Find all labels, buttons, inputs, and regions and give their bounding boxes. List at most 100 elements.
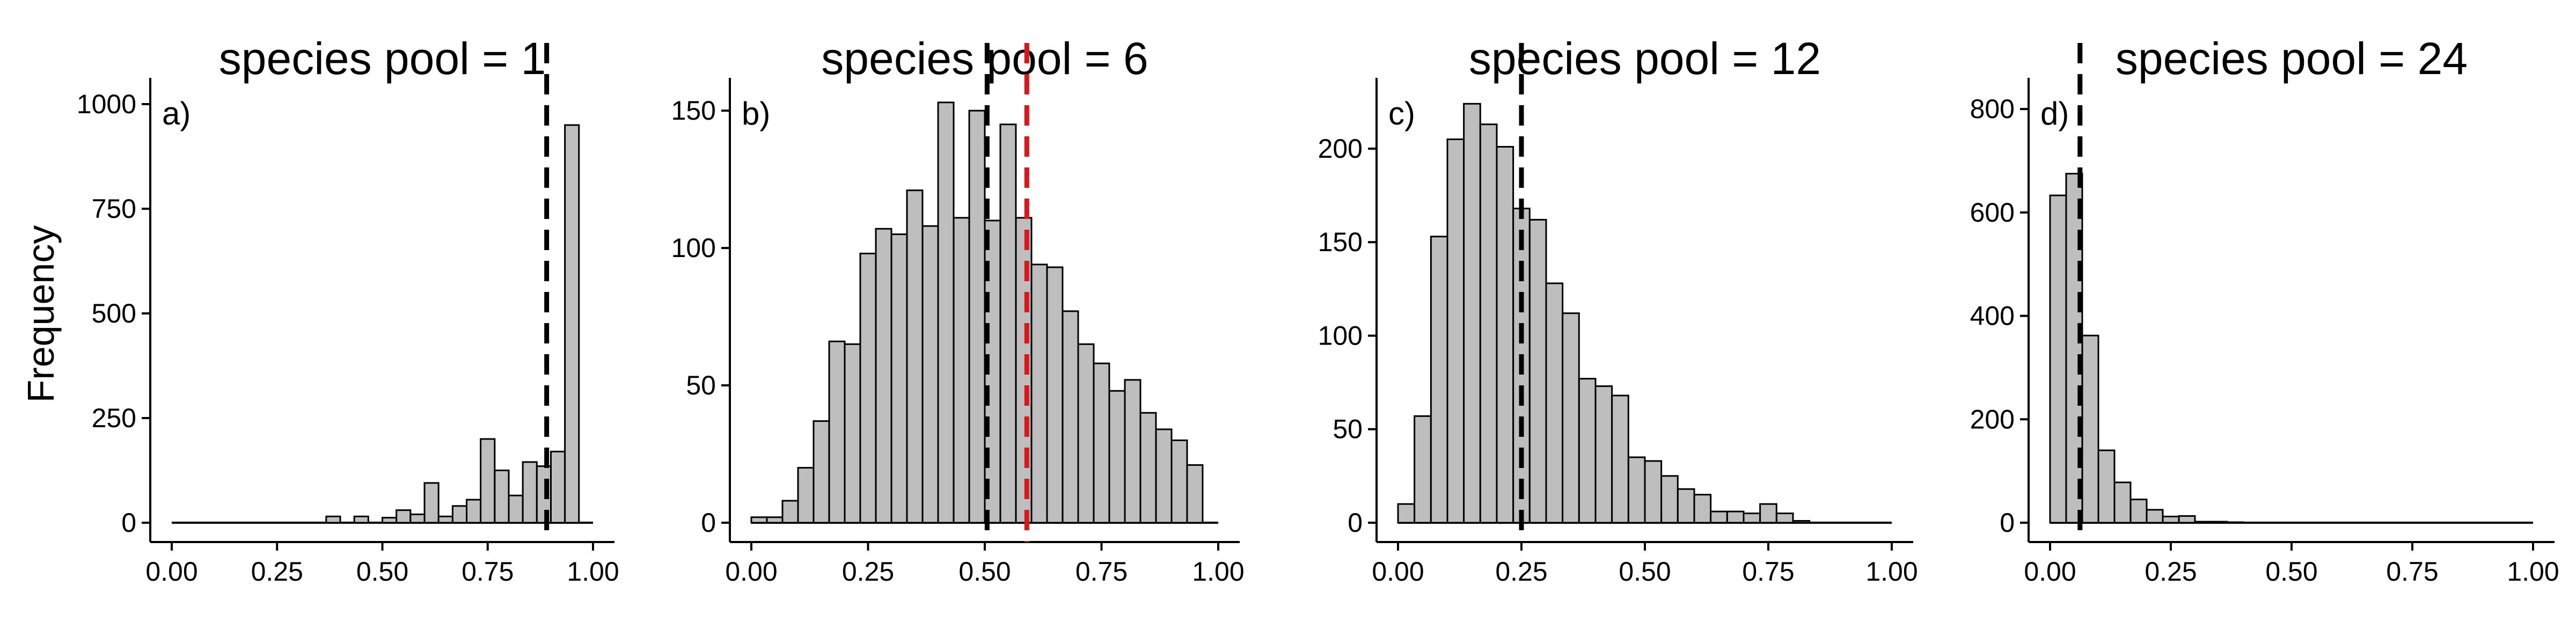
x-tick-label: 0.00 bbox=[725, 557, 777, 587]
y-tick-label: 250 bbox=[92, 403, 136, 433]
histogram-bar bbox=[1710, 510, 1728, 524]
panel-title: species pool = 24 bbox=[2116, 33, 2468, 84]
histogram-bar bbox=[1046, 266, 1064, 524]
histogram-bar bbox=[564, 124, 580, 524]
panel-title: species pool = 1 bbox=[219, 33, 546, 84]
y-tick-label: 200 bbox=[1970, 404, 2015, 434]
y-axis-label: Frequency bbox=[20, 225, 62, 403]
histogram-bar bbox=[409, 513, 426, 524]
histogram-bar bbox=[396, 509, 412, 524]
histogram-bar bbox=[937, 101, 955, 524]
y-tick-label: 0 bbox=[701, 508, 716, 538]
histogram-bar bbox=[890, 233, 908, 524]
panel-label: d) bbox=[2040, 96, 2069, 131]
y-tick-label: 200 bbox=[1318, 134, 1363, 164]
y-tick-label: 150 bbox=[1318, 227, 1363, 257]
histogram-bar bbox=[1430, 236, 1448, 524]
panel-3: species pool = 12 c) 0 50 100 150 200 0.00 0.25 0… bbox=[1318, 33, 1918, 587]
panel-label: c) bbox=[1388, 96, 1415, 131]
histogram-bar bbox=[2129, 499, 2148, 524]
histogram-bar bbox=[1030, 264, 1048, 524]
panel-1: species pool = 1 a) 0 250 500 750 1000 0.00 0.25… bbox=[77, 33, 619, 587]
y-tick-label: 0 bbox=[2000, 508, 2015, 538]
histogram-bar bbox=[1062, 310, 1079, 524]
histogram-bar bbox=[1578, 378, 1597, 524]
histogram-bar bbox=[2146, 509, 2164, 524]
x-tick-label: 1.00 bbox=[1192, 557, 1244, 587]
x-tick-label: 0.75 bbox=[1075, 557, 1128, 587]
y-tick-label: 100 bbox=[1318, 320, 1363, 350]
x-tick-label: 0.75 bbox=[1742, 557, 1794, 587]
x-tick-label: 1.00 bbox=[1865, 557, 1918, 587]
histogram-bar bbox=[1124, 379, 1141, 524]
histogram-bar bbox=[968, 109, 986, 524]
y-tick-label: 0 bbox=[1348, 508, 1363, 538]
histogram-bar bbox=[1528, 218, 1547, 524]
histogram-bar bbox=[1545, 282, 1564, 524]
histogram-bar bbox=[2065, 173, 2083, 524]
x-tick-label: 0.50 bbox=[1619, 557, 1671, 587]
histogram-bar bbox=[1093, 362, 1110, 524]
histogram-bar bbox=[1446, 138, 1465, 524]
panel-title: species pool = 12 bbox=[1469, 33, 1821, 84]
histogram-bar bbox=[750, 516, 768, 524]
y-tick-label: 150 bbox=[671, 96, 716, 126]
histogram-bar bbox=[1139, 412, 1157, 524]
histogram-bar bbox=[2049, 194, 2067, 524]
histogram-bar bbox=[494, 470, 510, 524]
histogram-bar bbox=[859, 252, 877, 524]
x-tick-label: 0.75 bbox=[462, 557, 514, 587]
x-tick-label: 0.25 bbox=[1495, 557, 1547, 587]
histogram-bar bbox=[451, 505, 467, 524]
histogram-bar bbox=[1611, 394, 1629, 524]
histogram-bar bbox=[1627, 456, 1646, 524]
histogram-bar bbox=[1463, 103, 1481, 524]
histogram-bar bbox=[1562, 312, 1580, 524]
histogram-bar bbox=[2210, 521, 2228, 524]
histogram-bar bbox=[999, 123, 1017, 524]
x-tick-label: 0.50 bbox=[958, 557, 1011, 587]
histogram-bar bbox=[2194, 521, 2212, 524]
histogram-bar bbox=[1496, 145, 1514, 524]
histogram-bar bbox=[953, 217, 970, 524]
histogram-bar bbox=[813, 420, 830, 524]
histogram-bar bbox=[2178, 515, 2196, 524]
histogram-bar bbox=[921, 225, 939, 524]
histogram-bar bbox=[1693, 494, 1712, 524]
x-tick-label: 0.75 bbox=[2386, 557, 2438, 587]
histogram-bar bbox=[1743, 513, 1761, 524]
y-tick-label: 800 bbox=[1970, 94, 2015, 124]
x-tick-label: 1.00 bbox=[2507, 557, 2559, 587]
histogram-bar bbox=[1077, 343, 1095, 524]
y-tick-label: 750 bbox=[92, 194, 136, 224]
panel-4: species pool = 24 d) 0 200 400 600 800 0.00 0.25… bbox=[1970, 33, 2559, 587]
y-tick-label: 600 bbox=[1970, 197, 2015, 228]
y-tick-label: 50 bbox=[1333, 414, 1363, 444]
histogram-bar bbox=[1775, 513, 1794, 524]
y-tick-label: 1000 bbox=[77, 89, 136, 119]
histogram-bar bbox=[781, 500, 799, 524]
histogram-bar bbox=[1792, 520, 1811, 524]
x-tick-label: 0.50 bbox=[356, 557, 408, 587]
histogram-bar bbox=[844, 343, 861, 524]
histogram-bar bbox=[437, 515, 453, 524]
x-tick-label: 0.25 bbox=[251, 557, 303, 587]
histogram-bar bbox=[325, 515, 341, 524]
histogram-bar bbox=[1759, 503, 1777, 524]
panel-label: b) bbox=[742, 96, 770, 131]
histogram-bar bbox=[828, 340, 846, 524]
x-tick-label: 0.00 bbox=[1372, 557, 1424, 587]
histogram-bar bbox=[797, 467, 815, 524]
y-tick-label: 50 bbox=[686, 370, 716, 400]
x-tick-label: 0.25 bbox=[842, 557, 894, 587]
x-tick-label: 0.50 bbox=[2265, 557, 2317, 587]
histogram-bar bbox=[423, 482, 440, 524]
histogram-bar bbox=[1414, 415, 1432, 524]
x-tick-label: 0.00 bbox=[2024, 557, 2076, 587]
histogram-bar bbox=[1660, 475, 1679, 524]
histogram-bar bbox=[875, 228, 892, 524]
histogram-bar bbox=[2097, 449, 2116, 524]
